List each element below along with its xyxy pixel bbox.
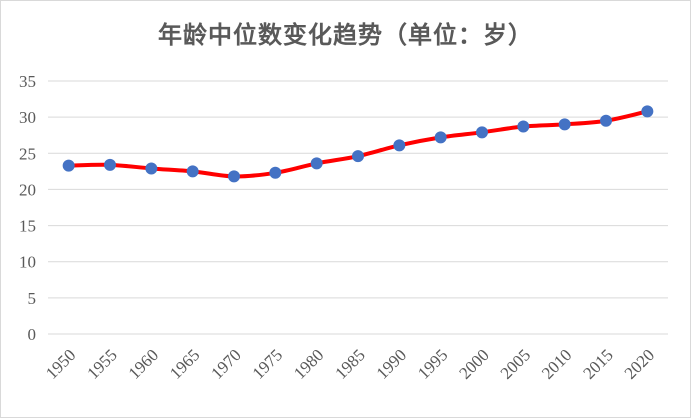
y-tick-label: 5 (28, 289, 37, 308)
data-point-1950 (62, 159, 75, 172)
data-point-2005 (517, 120, 530, 133)
x-tick-label: 2000 (455, 345, 492, 382)
x-tick-label: 1985 (331, 345, 368, 382)
data-point-1975 (269, 166, 282, 179)
data-point-1995 (434, 131, 447, 144)
x-tick-label: 1965 (166, 345, 203, 382)
chart-title: 年龄中位数变化趋势（单位：岁） (158, 21, 533, 49)
data-point-2000 (476, 126, 488, 139)
data-point-2010 (558, 118, 571, 131)
data-point-2020 (641, 105, 654, 118)
data-point-1965 (186, 165, 199, 178)
data-point-1960 (145, 162, 158, 175)
x-tick-label: 1980 (290, 345, 327, 382)
x-tick-label: 1950 (42, 345, 79, 382)
x-tick-label: 1990 (373, 345, 410, 382)
y-tick-label: 20 (19, 180, 36, 199)
x-tick-label: 1970 (207, 345, 244, 382)
x-tick-label: 2015 (579, 345, 616, 382)
y-tick-label: 0 (28, 325, 37, 344)
x-tick-label: 2020 (621, 345, 658, 382)
y-tick-label: 10 (19, 253, 36, 272)
data-point-1985 (352, 150, 364, 163)
y-tick-label: 15 (19, 217, 36, 236)
data-point-1955 (104, 158, 116, 171)
data-point-2015 (600, 114, 612, 127)
x-tick-label: 2005 (497, 345, 534, 382)
y-tick-label: 35 (19, 72, 36, 91)
x-axis: 1950 1955 1960 1965 1970 1975 1980 1985 1990 1995… (42, 345, 658, 382)
data-point-1980 (310, 157, 323, 170)
x-tick-label: 1975 (249, 345, 286, 382)
x-tick-label: 1995 (414, 345, 451, 382)
y-axis: 0 5 10 15 20 25 30 35 (19, 72, 36, 344)
y-tick-label: 25 (19, 144, 36, 163)
x-tick-label: 1960 (125, 345, 162, 382)
data-point-1970 (228, 170, 240, 183)
gridlines (48, 80, 668, 335)
data-point-1990 (393, 139, 406, 152)
x-tick-label: 2010 (538, 345, 575, 382)
series-layer (62, 105, 654, 183)
x-tick-label: 1955 (83, 345, 120, 382)
y-tick-label: 30 (19, 108, 36, 127)
